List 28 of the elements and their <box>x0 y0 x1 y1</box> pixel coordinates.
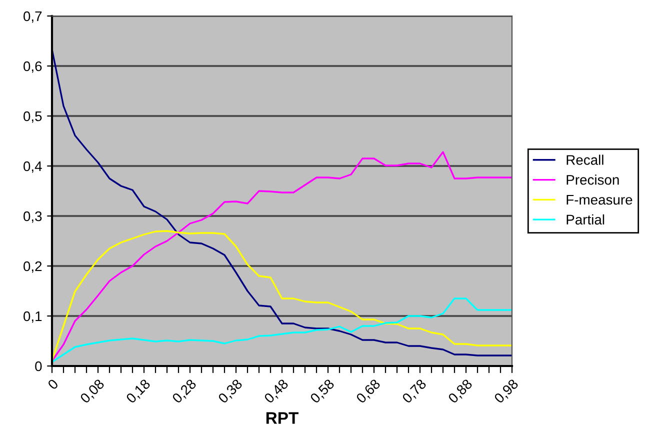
legend-label: Precison <box>566 174 619 185</box>
x-tick-label: 0,58 <box>310 378 336 405</box>
y-tick-label: 0,3 <box>24 211 42 223</box>
line-series <box>52 298 512 363</box>
x-axis-title: RPT <box>266 412 298 424</box>
x-tick-label: 0,28 <box>172 378 198 405</box>
legend-label: Partial <box>566 214 604 225</box>
x-tick-label: 0,98 <box>494 378 520 405</box>
legend-label: F-measure <box>566 194 632 205</box>
x-tick-label: 0,18 <box>126 378 152 405</box>
line-series <box>52 48 512 356</box>
x-tick-label: 0,88 <box>448 378 474 405</box>
line-series <box>52 230 512 362</box>
legend-label: Recall <box>566 154 604 165</box>
x-tick-label: 0,38 <box>218 378 244 405</box>
y-tick-label: 0,4 <box>24 161 42 173</box>
x-tick-label: 0,08 <box>80 378 106 405</box>
y-tick-label: 0 <box>35 361 42 372</box>
line-series <box>52 151 512 362</box>
y-tick-label: 0,1 <box>24 311 42 323</box>
x-tick-label: 0,78 <box>402 378 428 405</box>
y-tick-label: 0,2 <box>24 261 42 273</box>
y-tick-label: 0,5 <box>24 111 42 123</box>
x-tick-label: 0,48 <box>264 378 290 405</box>
y-tick-label: 0,7 <box>24 11 42 23</box>
x-tick-label: 0,68 <box>356 378 382 405</box>
y-tick-label: 0,6 <box>24 61 42 73</box>
x-tick-label: 0 <box>47 378 59 390</box>
